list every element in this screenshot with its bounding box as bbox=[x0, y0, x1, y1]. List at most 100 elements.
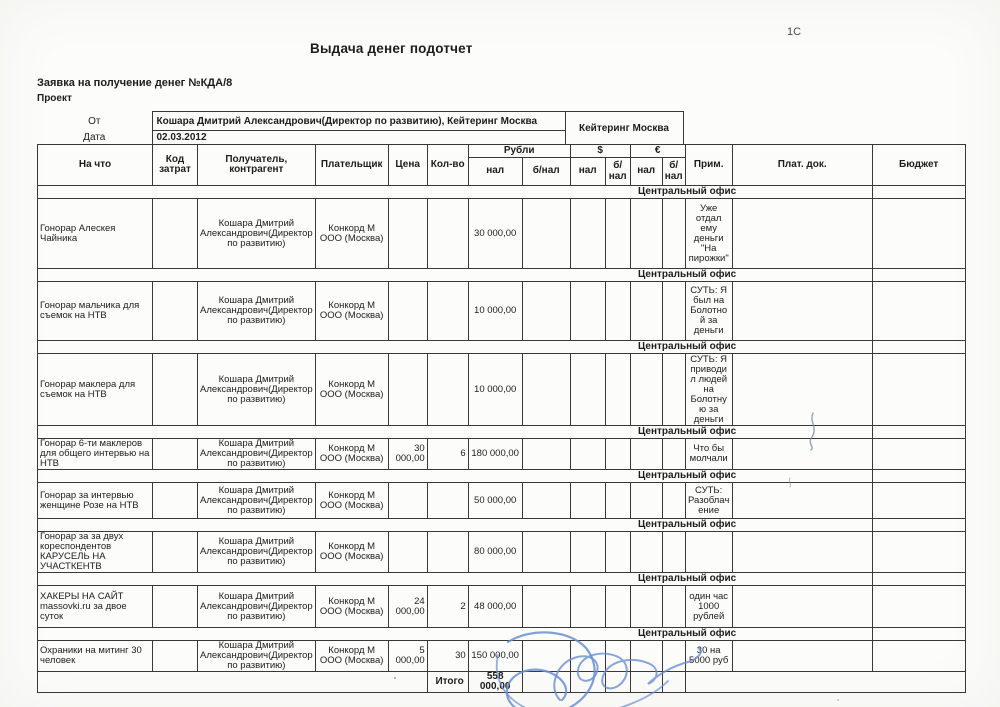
cell-rub-noncash bbox=[521, 353, 571, 426]
cell-qty bbox=[426, 198, 469, 269]
cell-payer: Конкорд М ООО (Москва) bbox=[314, 640, 389, 672]
cell-budget bbox=[871, 531, 966, 573]
cell-usd-cash bbox=[569, 353, 606, 426]
cell-qty bbox=[426, 531, 469, 573]
section-band-budget-cell bbox=[871, 185, 966, 199]
table-row: Гонорар маклера для съемок на НТВ Кошара… bbox=[37, 353, 966, 426]
from-label: От bbox=[88, 115, 101, 127]
project-label: Проект bbox=[37, 93, 72, 104]
cell-qty bbox=[426, 281, 469, 341]
cell-payer: Конкорд М ООО (Москва) bbox=[314, 198, 389, 269]
col-header-what: На что bbox=[37, 144, 153, 186]
cell-eur-cash bbox=[629, 198, 663, 269]
col-group-rubles: Рубли bbox=[467, 144, 571, 158]
cell-rub-cash: 180 000,00 bbox=[467, 438, 523, 470]
total-row-spacer-left bbox=[37, 671, 428, 693]
total-row-spacer-right bbox=[684, 671, 966, 693]
cell-usd-noncash bbox=[604, 281, 631, 341]
cell-eur-noncash bbox=[661, 281, 686, 341]
cell-what: Гонорар за интервью женщине Розе на НТВ bbox=[37, 482, 153, 519]
section-band-label: Центральный офис bbox=[638, 470, 737, 481]
cell-note: СУТЬ: Разоблачение bbox=[684, 482, 733, 519]
cell-what: Гонорар маклера для съемок на НТВ bbox=[37, 353, 153, 426]
cell-budget bbox=[871, 482, 966, 519]
cell-budget bbox=[871, 353, 966, 426]
section-band-label: Центральный офис bbox=[638, 341, 737, 352]
cell-recipient: Кошара Дмитрий Александрович(Директор по… bbox=[197, 531, 316, 573]
cell-qty: 2 bbox=[426, 585, 469, 628]
cell-rub-noncash bbox=[521, 531, 571, 573]
cell-rub-cash: 30 000,00 bbox=[467, 198, 523, 269]
cell-eur-noncash bbox=[661, 438, 686, 470]
cell-cost-code bbox=[152, 353, 198, 426]
table-row: Гонорар 6-ти маклеров для общего интервь… bbox=[37, 438, 966, 470]
cell-qty bbox=[426, 353, 469, 426]
section-band-row: Центральный офис bbox=[37, 340, 966, 354]
table-row: Гонорар мальчика для съемок на НТВ Кошар… bbox=[37, 281, 966, 341]
cell-payer: Конкорд М ООО (Москва) bbox=[314, 531, 389, 573]
cell-note: СУТЬ: Я был на Болотной за деньги bbox=[684, 281, 733, 341]
total-empty-rub-noncash bbox=[521, 671, 571, 693]
section-band-row: Центральный офис bbox=[37, 268, 966, 282]
section-band-budget-cell bbox=[871, 572, 966, 586]
col-header-pay-doc: Плат. док. bbox=[731, 144, 873, 186]
col-header-eur-cash: нал bbox=[629, 157, 663, 186]
cell-pay-doc bbox=[731, 482, 873, 519]
cell-rub-noncash bbox=[521, 281, 571, 341]
cell-rub-cash: 48 000,00 bbox=[467, 585, 523, 628]
cell-price: 5 000,00 bbox=[387, 640, 428, 672]
cell-budget bbox=[871, 585, 966, 628]
corner-mark-1c: 1С bbox=[787, 26, 802, 38]
cell-budget bbox=[871, 198, 966, 269]
cell-rub-cash: 80 000,00 bbox=[467, 531, 523, 573]
cell-note: Уже отдал ему деньги "На пирожки" bbox=[684, 198, 733, 269]
col-header-note: Прим. bbox=[684, 144, 733, 186]
org-box: Кейтеринг Москва bbox=[564, 111, 684, 145]
cell-what: Гонорар 6-ти маклеров для общего интервь… bbox=[37, 438, 153, 470]
cell-rub-noncash bbox=[521, 585, 571, 628]
cell-price bbox=[387, 198, 428, 269]
table-header: На что Код затрат Получатель, контрагент… bbox=[37, 144, 966, 186]
cell-pay-doc bbox=[731, 640, 873, 672]
cell-rub-cash: 50 000,00 bbox=[467, 482, 523, 519]
cell-pay-doc bbox=[731, 585, 873, 628]
cell-eur-cash bbox=[629, 531, 663, 573]
cell-cost-code bbox=[152, 585, 198, 628]
table-footer: Итого 558 000,00 bbox=[37, 671, 966, 693]
cell-usd-cash bbox=[569, 585, 606, 628]
section-band: Центральный офис bbox=[37, 572, 873, 586]
cell-what: Гонорар за за двух кореспондентов КАРУСЕ… bbox=[37, 531, 153, 573]
request-number-line: Заявка на получение денег №КДА/8 bbox=[37, 77, 233, 89]
section-band-label: Центральный офис bbox=[638, 628, 737, 639]
section-band: Центральный офис bbox=[37, 469, 873, 483]
section-band-budget-cell bbox=[871, 425, 966, 439]
col-header-payer: Плательщик bbox=[314, 144, 389, 186]
section-band-label: Центральный офис bbox=[638, 573, 737, 584]
cell-pay-doc bbox=[731, 198, 873, 269]
cell-payer: Конкорд М ООО (Москва) bbox=[314, 353, 389, 426]
cell-qty: 6 bbox=[426, 438, 469, 470]
cell-usd-noncash bbox=[604, 198, 631, 269]
date-value: 02.03.2012 bbox=[151, 130, 566, 145]
table-row: Гонорар Алескея Чайника Кошара Дмитрий А… bbox=[37, 198, 966, 269]
cell-payer: Конкорд М ООО (Москва) bbox=[314, 281, 389, 341]
cell-cost-code bbox=[152, 281, 198, 341]
header-row-groups: На что Код затрат Получатель, контрагент… bbox=[37, 144, 966, 186]
document-title: Выдача денег подотчет bbox=[310, 41, 473, 56]
cell-qty: 30 bbox=[426, 640, 469, 672]
section-band: Центральный офис bbox=[37, 185, 873, 199]
cell-rub-cash: 10 000,00 bbox=[467, 281, 523, 341]
cell-recipient: Кошара Дмитрий Александрович(Директор по… bbox=[197, 198, 316, 269]
cell-eur-noncash bbox=[661, 640, 686, 672]
section-band: Центральный офис bbox=[37, 340, 873, 354]
cell-budget bbox=[871, 438, 966, 470]
cell-recipient: Кошара Дмитрий Александрович(Директор по… bbox=[197, 585, 316, 628]
cell-eur-cash bbox=[629, 281, 663, 341]
cell-payer: Конкорд М ООО (Москва) bbox=[314, 482, 389, 519]
cell-recipient: Кошара Дмитрий Александрович(Директор по… bbox=[197, 482, 316, 519]
cell-price: 30 000,00 bbox=[387, 438, 428, 470]
col-group-eur: € bbox=[629, 144, 686, 158]
cell-usd-cash bbox=[569, 640, 606, 672]
cell-payer: Конкорд М ООО (Москва) bbox=[314, 438, 389, 470]
cell-eur-cash bbox=[629, 585, 663, 628]
